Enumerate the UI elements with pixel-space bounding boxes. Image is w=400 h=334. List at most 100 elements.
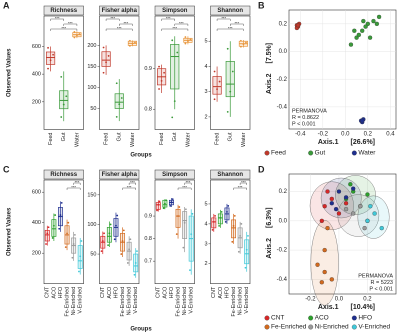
- panel-label: B: [258, 0, 265, 10]
- x-tick-label: Fe-Enriched: [120, 287, 126, 317]
- point: [231, 240, 234, 243]
- panel-label: A: [3, 0, 10, 10]
- signif-bracket: [128, 182, 136, 185]
- point: [348, 42, 354, 47]
- legend-swatch: [351, 324, 357, 330]
- point: [103, 232, 105, 235]
- y-tick-label: 5: [204, 39, 207, 45]
- box: [170, 44, 180, 90]
- box: [46, 51, 56, 65]
- point: [126, 262, 129, 264]
- point: [47, 46, 49, 49]
- x-tick-label: Feed: [104, 133, 110, 146]
- signif-label: ***: [234, 21, 239, 26]
- point: [343, 206, 349, 212]
- point: [226, 110, 229, 113]
- y-tick-label: 3: [204, 89, 207, 95]
- point: [58, 227, 61, 230]
- point: [239, 234, 242, 237]
- x-tick-label: -0.2: [305, 297, 316, 303]
- point: [187, 40, 189, 43]
- point: [52, 224, 55, 227]
- x-tick-label: ACO: [218, 286, 224, 299]
- point: [360, 28, 365, 33]
- point: [108, 232, 111, 235]
- facet-frame: [43, 15, 84, 130]
- facet-strip: [210, 5, 251, 16]
- x-axis-note: [26.6%]: [351, 139, 376, 146]
- x-tick-label: 0.2: [364, 132, 373, 138]
- x-tick-label: Water: [74, 132, 80, 147]
- group-ellipse: [357, 195, 390, 239]
- y-tick-label: 3: [204, 241, 207, 247]
- point: [101, 240, 104, 242]
- signif-label: ***: [166, 16, 171, 21]
- y-axis-title: Axis.2: [266, 238, 273, 259]
- point: [157, 203, 160, 206]
- point: [356, 32, 361, 38]
- signif-label: ***: [221, 16, 226, 21]
- legend-label: HFO: [358, 315, 372, 322]
- point: [73, 234, 76, 236]
- point: [76, 34, 78, 37]
- signif-bracket: [230, 23, 244, 26]
- signif-label: ***: [182, 185, 187, 190]
- point: [371, 18, 376, 24]
- y-tick-label: 200: [87, 43, 96, 49]
- legend-swatch: [264, 324, 270, 330]
- point: [60, 201, 63, 204]
- point: [169, 205, 172, 207]
- facet-strip: [99, 169, 140, 180]
- annotation: R = 0.8622: [292, 115, 319, 121]
- point: [128, 44, 131, 47]
- point: [100, 250, 103, 253]
- facet-strip: [210, 169, 251, 180]
- y-tick-label: -0.4: [277, 104, 288, 110]
- signif-label: ***: [61, 26, 66, 31]
- y-tick-label: -0.2: [277, 248, 288, 254]
- x-tick-label: HFO: [113, 286, 119, 298]
- signif-bracket: [174, 23, 189, 26]
- point: [64, 246, 67, 249]
- signif-bracket: [50, 28, 78, 31]
- y-tick-label: -0.4: [277, 277, 288, 283]
- point: [363, 24, 368, 29]
- x-tick-label: V-Enriched: [244, 287, 250, 314]
- point: [226, 211, 228, 213]
- facet-strip: [154, 5, 195, 16]
- point: [59, 214, 62, 216]
- point: [122, 229, 125, 232]
- point: [358, 204, 363, 209]
- y-tick-label: 0.9: [144, 214, 152, 220]
- x-tick-label: HFO: [224, 286, 230, 298]
- legend-swatch: [264, 150, 270, 156]
- point: [47, 67, 49, 70]
- point: [191, 212, 194, 215]
- point: [67, 221, 70, 224]
- legend-swatch: [351, 315, 357, 321]
- annotation: PERMANOVA: [292, 108, 327, 114]
- y-tick-label: 0.7: [144, 259, 152, 265]
- signif-label: ***: [117, 26, 122, 31]
- point: [109, 223, 112, 226]
- signif-bracket: [105, 18, 120, 21]
- x-tick-label: Gut: [228, 132, 234, 141]
- x-tick-label: Water: [185, 132, 191, 147]
- y-tick-label: 600: [32, 190, 41, 196]
- annotation: P < 0.001: [369, 286, 393, 292]
- signif-label: ***: [75, 180, 80, 185]
- point: [131, 42, 134, 45]
- signif-label: ***: [241, 180, 246, 185]
- signif-bracket: [50, 18, 64, 21]
- point: [325, 189, 330, 194]
- facet-strip: [154, 169, 195, 180]
- point: [46, 232, 49, 235]
- x-tick-label: 0.4: [386, 132, 395, 138]
- facet-title: Shannon: [217, 172, 243, 178]
- point: [73, 31, 76, 33]
- box: [114, 93, 124, 109]
- y-tick-label: 200: [32, 251, 41, 257]
- x-tick-label: Fe-Enriched: [64, 287, 70, 317]
- point: [170, 201, 173, 203]
- point: [224, 220, 227, 223]
